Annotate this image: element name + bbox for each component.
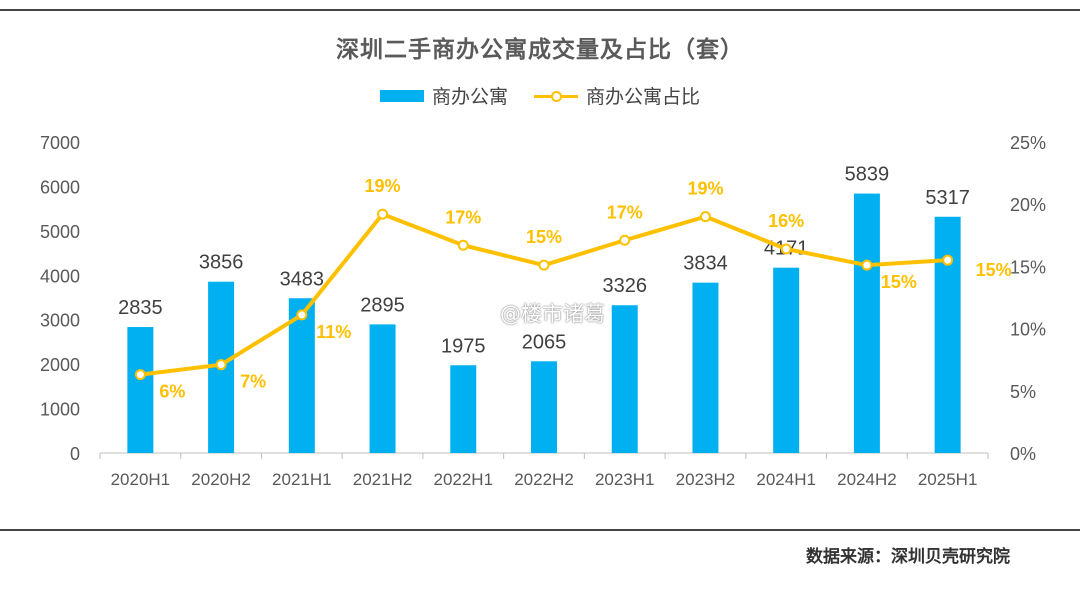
x-tick-label: 2020H1: [111, 470, 171, 489]
x-tick-label: 2024H2: [837, 470, 897, 489]
bar: [934, 216, 961, 453]
legend-line-swatch: [534, 89, 578, 103]
line-point: [699, 211, 711, 223]
chart-legend: 商办公寓 商办公寓占比: [0, 82, 1080, 109]
line-point: [780, 243, 792, 255]
line-point: [861, 259, 873, 271]
line-value-label: 15%: [526, 227, 562, 247]
y-left-tick-label: 0: [70, 444, 80, 464]
line-value-label: 19%: [365, 176, 401, 196]
chart-title: 深圳二手商办公寓成交量及占比（套）: [336, 37, 744, 63]
y-left-tick-label: 4000: [40, 266, 80, 286]
x-tick-label: 2023H1: [595, 470, 655, 489]
bar: [531, 361, 557, 453]
bar-value-label: 2065: [522, 331, 567, 353]
legend-label-line: 商办公寓占比: [586, 86, 701, 108]
line-value-label: 16%: [768, 211, 804, 231]
x-tick-label: 2025H1: [918, 470, 978, 489]
bar: [127, 327, 154, 453]
source-note: 数据来源：深圳贝壳研究院: [806, 547, 1010, 567]
bar-value-label: 2895: [360, 294, 405, 316]
y-right-tick-label: 10%: [1010, 320, 1046, 340]
line-value-label: 19%: [687, 179, 723, 199]
bar-value-label: 1975: [441, 335, 486, 357]
bar: [692, 282, 719, 453]
bar-value-label: 3856: [199, 252, 244, 274]
chart-plot: 0 1000 2000 3000 4000 5000 6000 7000 0% 5% 10% 15% 2…: [40, 133, 1046, 489]
bar-value-label: 5839: [845, 164, 890, 186]
y-right-tick-label: 20%: [1010, 195, 1046, 215]
y-right-tick-label: 0%: [1010, 444, 1036, 464]
x-tick-label: 2021H1: [272, 470, 332, 489]
line-value-label: 15%: [881, 272, 917, 292]
y-right-tick-label: 15%: [1010, 257, 1046, 277]
bar: [369, 324, 396, 453]
bottom-rule: [0, 529, 1080, 531]
y-left-tick-label: 7000: [40, 133, 80, 153]
x-tick-label: 2024H1: [756, 470, 816, 489]
y-left-tick-label: 6000: [40, 177, 80, 197]
watermark: @楼市诸葛: [500, 302, 605, 326]
line-point: [134, 369, 146, 381]
legend-item-line: 商办公寓占比: [534, 82, 700, 109]
y-left-tick-label: 3000: [40, 311, 80, 331]
x-tick-label: 2022H1: [433, 470, 493, 489]
y-left-tick-label: 5000: [40, 222, 80, 242]
line-value-label: 7%: [240, 372, 266, 392]
line-point: [377, 208, 389, 220]
line-point: [457, 239, 469, 251]
line-point: [215, 359, 227, 371]
x-tick-label: 2021H2: [353, 470, 413, 489]
bar-value-label: 3483: [280, 268, 325, 290]
line-value-label: 17%: [607, 202, 643, 222]
line-value-label: 15%: [976, 260, 1012, 280]
line-point: [619, 234, 631, 246]
x-tick-label: 2020H2: [191, 470, 251, 489]
y-left-tick-label: 1000: [40, 400, 80, 420]
top-rule: [0, 9, 1080, 11]
legend-item-bars: 商办公寓: [379, 82, 508, 109]
x-tick-label: 2022H2: [514, 470, 574, 489]
line-value-label: 6%: [159, 382, 185, 402]
bar: [773, 267, 800, 453]
y-left-tick-label: 2000: [40, 355, 80, 375]
bar: [450, 365, 477, 453]
x-tick-label: 2023H2: [676, 470, 736, 489]
bar-value-label: 5317: [925, 187, 970, 209]
bar-value-label: 3326: [602, 275, 647, 297]
y-right-tick-label: 25%: [1010, 133, 1046, 153]
line-value-label: 17%: [445, 207, 481, 227]
legend-bar-swatch: [379, 89, 424, 102]
bar-value-label: 2835: [118, 297, 163, 319]
line-point: [538, 259, 550, 271]
line-point: [942, 254, 954, 266]
bar-value-label: 3834: [683, 253, 728, 275]
line-value-label: 11%: [316, 322, 351, 342]
y-right-tick-label: 5%: [1010, 382, 1036, 402]
bar: [611, 305, 638, 453]
bar: [288, 298, 315, 453]
line-point: [296, 309, 308, 321]
bar: [853, 193, 880, 453]
legend-label-bars: 商办公寓: [431, 86, 508, 108]
